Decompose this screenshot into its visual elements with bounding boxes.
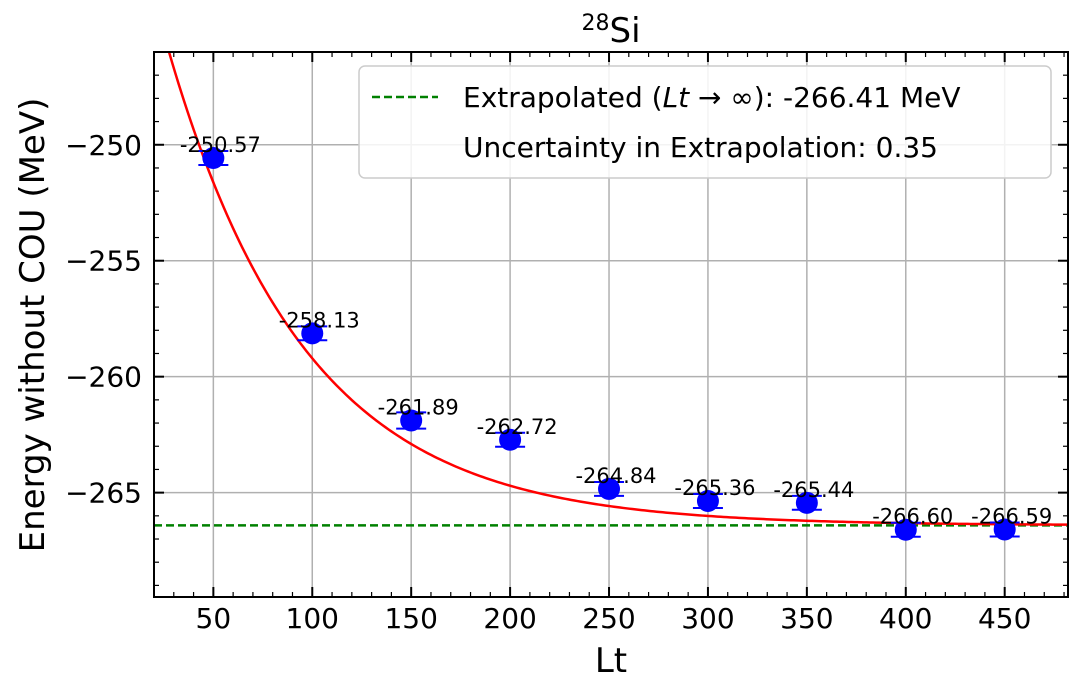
legend-entry-extrapolated: Extrapolated (Lt → ∞): -266.41 MeV: [463, 81, 961, 114]
data-label: -262.72: [477, 415, 558, 439]
y-tick-label: −250: [65, 129, 142, 162]
x-axis-title: Lt: [595, 641, 627, 681]
y-tick-labels: −250 −255 −260 −265: [65, 129, 142, 510]
plot-frame: [153, 51, 1069, 598]
chart-title: 28Si: [581, 11, 640, 51]
x-tick-label: 200: [483, 602, 536, 635]
x-tick-label: 150: [384, 602, 437, 635]
y-tick-label: −260: [65, 361, 142, 394]
data-label: -258.13: [279, 308, 360, 332]
y-axis-title: Energy without COU (MeV): [13, 98, 53, 553]
data-label: -264.84: [575, 464, 656, 488]
data-point: [499, 428, 522, 451]
data-label: -250.57: [180, 133, 261, 157]
data-point: [400, 409, 423, 432]
data-label: -265.36: [674, 476, 755, 500]
data-points: [202, 146, 1016, 541]
title-main: Si: [609, 11, 640, 51]
data-point: [696, 489, 719, 512]
x-tick-label: 450: [978, 602, 1031, 635]
data-point: [598, 477, 621, 500]
data-label: -266.59: [971, 505, 1052, 529]
x-tick-label: 50: [196, 602, 232, 635]
data-labels: -250.57 -258.13 -261.89 -262.72 -264.84 -265.…: [180, 133, 1052, 529]
data-point: [202, 146, 225, 169]
data-point: [795, 491, 818, 514]
x-tick-labels: 50 100 150 200 250 300 350 400 450: [196, 602, 1032, 635]
x-tick-label: 100: [286, 602, 339, 635]
x-tick-label: 350: [780, 602, 833, 635]
y-tick-label: −255: [65, 245, 142, 278]
title-superscript: 28: [581, 11, 609, 36]
data-point: [894, 518, 917, 541]
legend-box: [358, 65, 1052, 179]
y-tick-label: −265: [65, 477, 142, 510]
x-tick-label: 400: [879, 602, 932, 635]
data-label: -266.60: [872, 505, 953, 529]
data-point: [301, 322, 324, 345]
data-label: -261.89: [378, 396, 459, 420]
data-point: [993, 518, 1016, 541]
legend-entry-uncertainty: Uncertainty in Extrapolation: 0.35: [463, 131, 938, 164]
legend: Extrapolated (Lt → ∞): -266.41 MeV Uncer…: [358, 65, 1052, 179]
data-label: -265.44: [773, 478, 854, 502]
x-tick-label: 250: [582, 602, 635, 635]
x-tick-label: 300: [681, 602, 734, 635]
